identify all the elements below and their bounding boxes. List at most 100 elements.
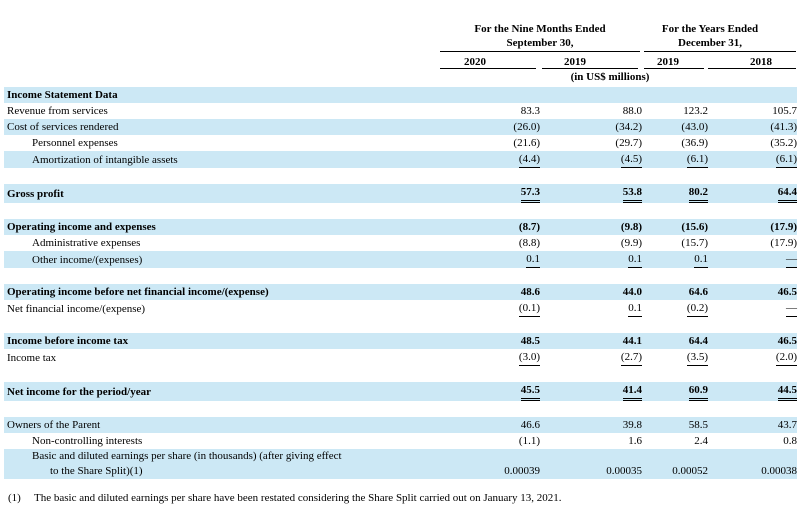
row-label: Revenue from services bbox=[7, 105, 108, 117]
years-header-line1: For the Years Ended bbox=[661, 23, 759, 35]
cell-value: 64.4 bbox=[777, 184, 797, 203]
table-row: Non-controlling interests (1.1) 1.6 2.4 … bbox=[4, 433, 797, 449]
row-label: Gross profit bbox=[4, 184, 440, 203]
cell-value: 46.6 bbox=[520, 419, 540, 431]
cell-value: 2.4 bbox=[694, 435, 708, 447]
cell-value: — bbox=[786, 251, 797, 268]
cell-value: (2.7) bbox=[620, 349, 642, 366]
cell-value: (8.7) bbox=[518, 221, 540, 233]
cell-value: (6.1) bbox=[686, 151, 708, 168]
col-header-2019a: 2019 bbox=[564, 56, 586, 68]
cell-value: 45.5 bbox=[520, 382, 540, 401]
row-label: Income Statement Data bbox=[4, 87, 440, 103]
cell-value: (6.1) bbox=[775, 151, 797, 168]
row-label: Income tax bbox=[7, 351, 57, 364]
col-rule-2019a bbox=[542, 68, 638, 69]
table-row: Income tax (3.0) (2.7) (3.5) (2.0) bbox=[4, 349, 797, 366]
units-label: (in US$ millions) bbox=[570, 71, 650, 83]
table-row: to the Share Split)(1) 0.00039 0.00035 0… bbox=[4, 464, 797, 479]
footnote-text: The basic and diluted earnings per share… bbox=[34, 492, 562, 504]
cell-value: (0.1) bbox=[518, 300, 540, 317]
row-label: Personnel expenses bbox=[32, 137, 118, 149]
cell-value: 44.1 bbox=[622, 335, 642, 347]
row-label: Operating income before net financial in… bbox=[4, 284, 440, 300]
col-header-2020: 2020 bbox=[464, 56, 486, 68]
table-row: Income Statement Data bbox=[4, 87, 797, 103]
cell-value: (15.6) bbox=[681, 221, 708, 233]
cell-value: (8.8) bbox=[518, 237, 540, 249]
years-header-rule bbox=[644, 51, 796, 52]
table-row: Revenue from services 83.3 88.0 123.2 10… bbox=[4, 103, 797, 119]
cell-value: 123.2 bbox=[683, 105, 708, 117]
cell-value: (0.2) bbox=[686, 300, 708, 317]
cell-value: 60.9 bbox=[688, 382, 708, 401]
cell-value: 39.8 bbox=[622, 419, 642, 431]
cell-value: 88.0 bbox=[622, 105, 642, 117]
row-label: Cost of services rendered bbox=[4, 119, 440, 135]
cell-value: 64.4 bbox=[688, 335, 708, 347]
row-label: Income before income tax bbox=[4, 333, 440, 349]
cell-value: 0.00035 bbox=[606, 465, 642, 477]
table-row: Operating income and expenses (8.7) (9.8… bbox=[4, 219, 797, 235]
cell-value: (41.3) bbox=[770, 121, 797, 133]
row-label: Administrative expenses bbox=[32, 237, 141, 249]
cell-value: (9.9) bbox=[620, 237, 642, 249]
row-label: Basic and diluted earnings per share (in… bbox=[4, 449, 440, 464]
cell-value: (17.9) bbox=[770, 237, 797, 249]
row-label-continued: to the Share Split)(1) bbox=[4, 464, 440, 479]
col-rule-2020 bbox=[440, 68, 536, 69]
cell-value: 80.2 bbox=[688, 184, 708, 203]
cell-value: 0.00052 bbox=[672, 465, 708, 477]
cell-value: (15.7) bbox=[681, 237, 708, 249]
cell-value: 43.7 bbox=[777, 419, 797, 431]
table-row: Net financial income/(expense) (0.1) 0.1… bbox=[4, 300, 797, 317]
spacer-row bbox=[4, 203, 797, 219]
table-row: Other income/(expenses) 0.1 0.1 0.1 — bbox=[4, 251, 797, 268]
cell-value: — bbox=[786, 300, 797, 317]
years-header-line2: December 31, bbox=[678, 37, 742, 49]
spacer-row bbox=[4, 366, 797, 382]
row-label: Non-controlling interests bbox=[32, 435, 143, 447]
cell-value: 1.6 bbox=[628, 435, 642, 447]
col-rule-2019b bbox=[644, 68, 704, 69]
cell-value: (4.5) bbox=[620, 151, 642, 168]
cell-value: (4.4) bbox=[518, 151, 540, 168]
cell-value: 0.1 bbox=[628, 300, 642, 317]
nine-months-header: For the Nine Months Ended September 30, bbox=[440, 22, 640, 50]
footnote: (1) The basic and diluted earnings per sh… bbox=[8, 492, 562, 504]
cell-value: 41.4 bbox=[622, 382, 642, 401]
footnote-marker: (1) bbox=[8, 492, 21, 504]
cell-value: (35.2) bbox=[770, 137, 797, 149]
cell-value: (17.9) bbox=[770, 221, 797, 233]
table-row: Cost of services rendered (26.0) (34.2) … bbox=[4, 119, 797, 135]
cell-value: 0.00039 bbox=[504, 465, 540, 477]
cell-value: 0.00038 bbox=[761, 465, 797, 477]
cell-value: 0.1 bbox=[694, 251, 708, 268]
table-row: Basic and diluted earnings per share (in… bbox=[4, 449, 797, 464]
cell-value: 44.0 bbox=[622, 286, 642, 298]
table-row: Owners of the Parent 46.6 39.8 58.5 43.7 bbox=[4, 417, 797, 433]
nine-months-header-line1: For the Nine Months Ended bbox=[474, 23, 606, 35]
years-header: For the Years Ended December 31, bbox=[630, 22, 790, 50]
cell-value: (2.0) bbox=[775, 349, 797, 366]
table-row: Administrative expenses (8.8) (9.9) (15.… bbox=[4, 235, 797, 251]
cell-value: 44.5 bbox=[777, 382, 797, 401]
row-label: Net income for the period/year bbox=[4, 382, 440, 401]
cell-value: 83.3 bbox=[520, 105, 540, 117]
col-rule-2018 bbox=[708, 68, 796, 69]
spacer-row bbox=[4, 268, 797, 284]
cell-value: 46.5 bbox=[777, 286, 797, 298]
row-label: Owners of the Parent bbox=[4, 417, 440, 433]
cell-value: (36.9) bbox=[681, 137, 708, 149]
cell-value: 46.5 bbox=[777, 335, 797, 347]
cell-value: 0.8 bbox=[783, 435, 797, 447]
table-row: Amortization of intangible assets (4.4) … bbox=[4, 151, 797, 168]
cell-value: (21.6) bbox=[513, 137, 540, 149]
cell-value: 64.6 bbox=[688, 286, 708, 298]
cell-value: (3.0) bbox=[518, 349, 540, 366]
cell-value: (9.8) bbox=[620, 221, 642, 233]
cell-value: 0.1 bbox=[628, 251, 642, 268]
row-label: Net financial income/(expense) bbox=[7, 302, 146, 315]
cell-value: (3.5) bbox=[686, 349, 708, 366]
